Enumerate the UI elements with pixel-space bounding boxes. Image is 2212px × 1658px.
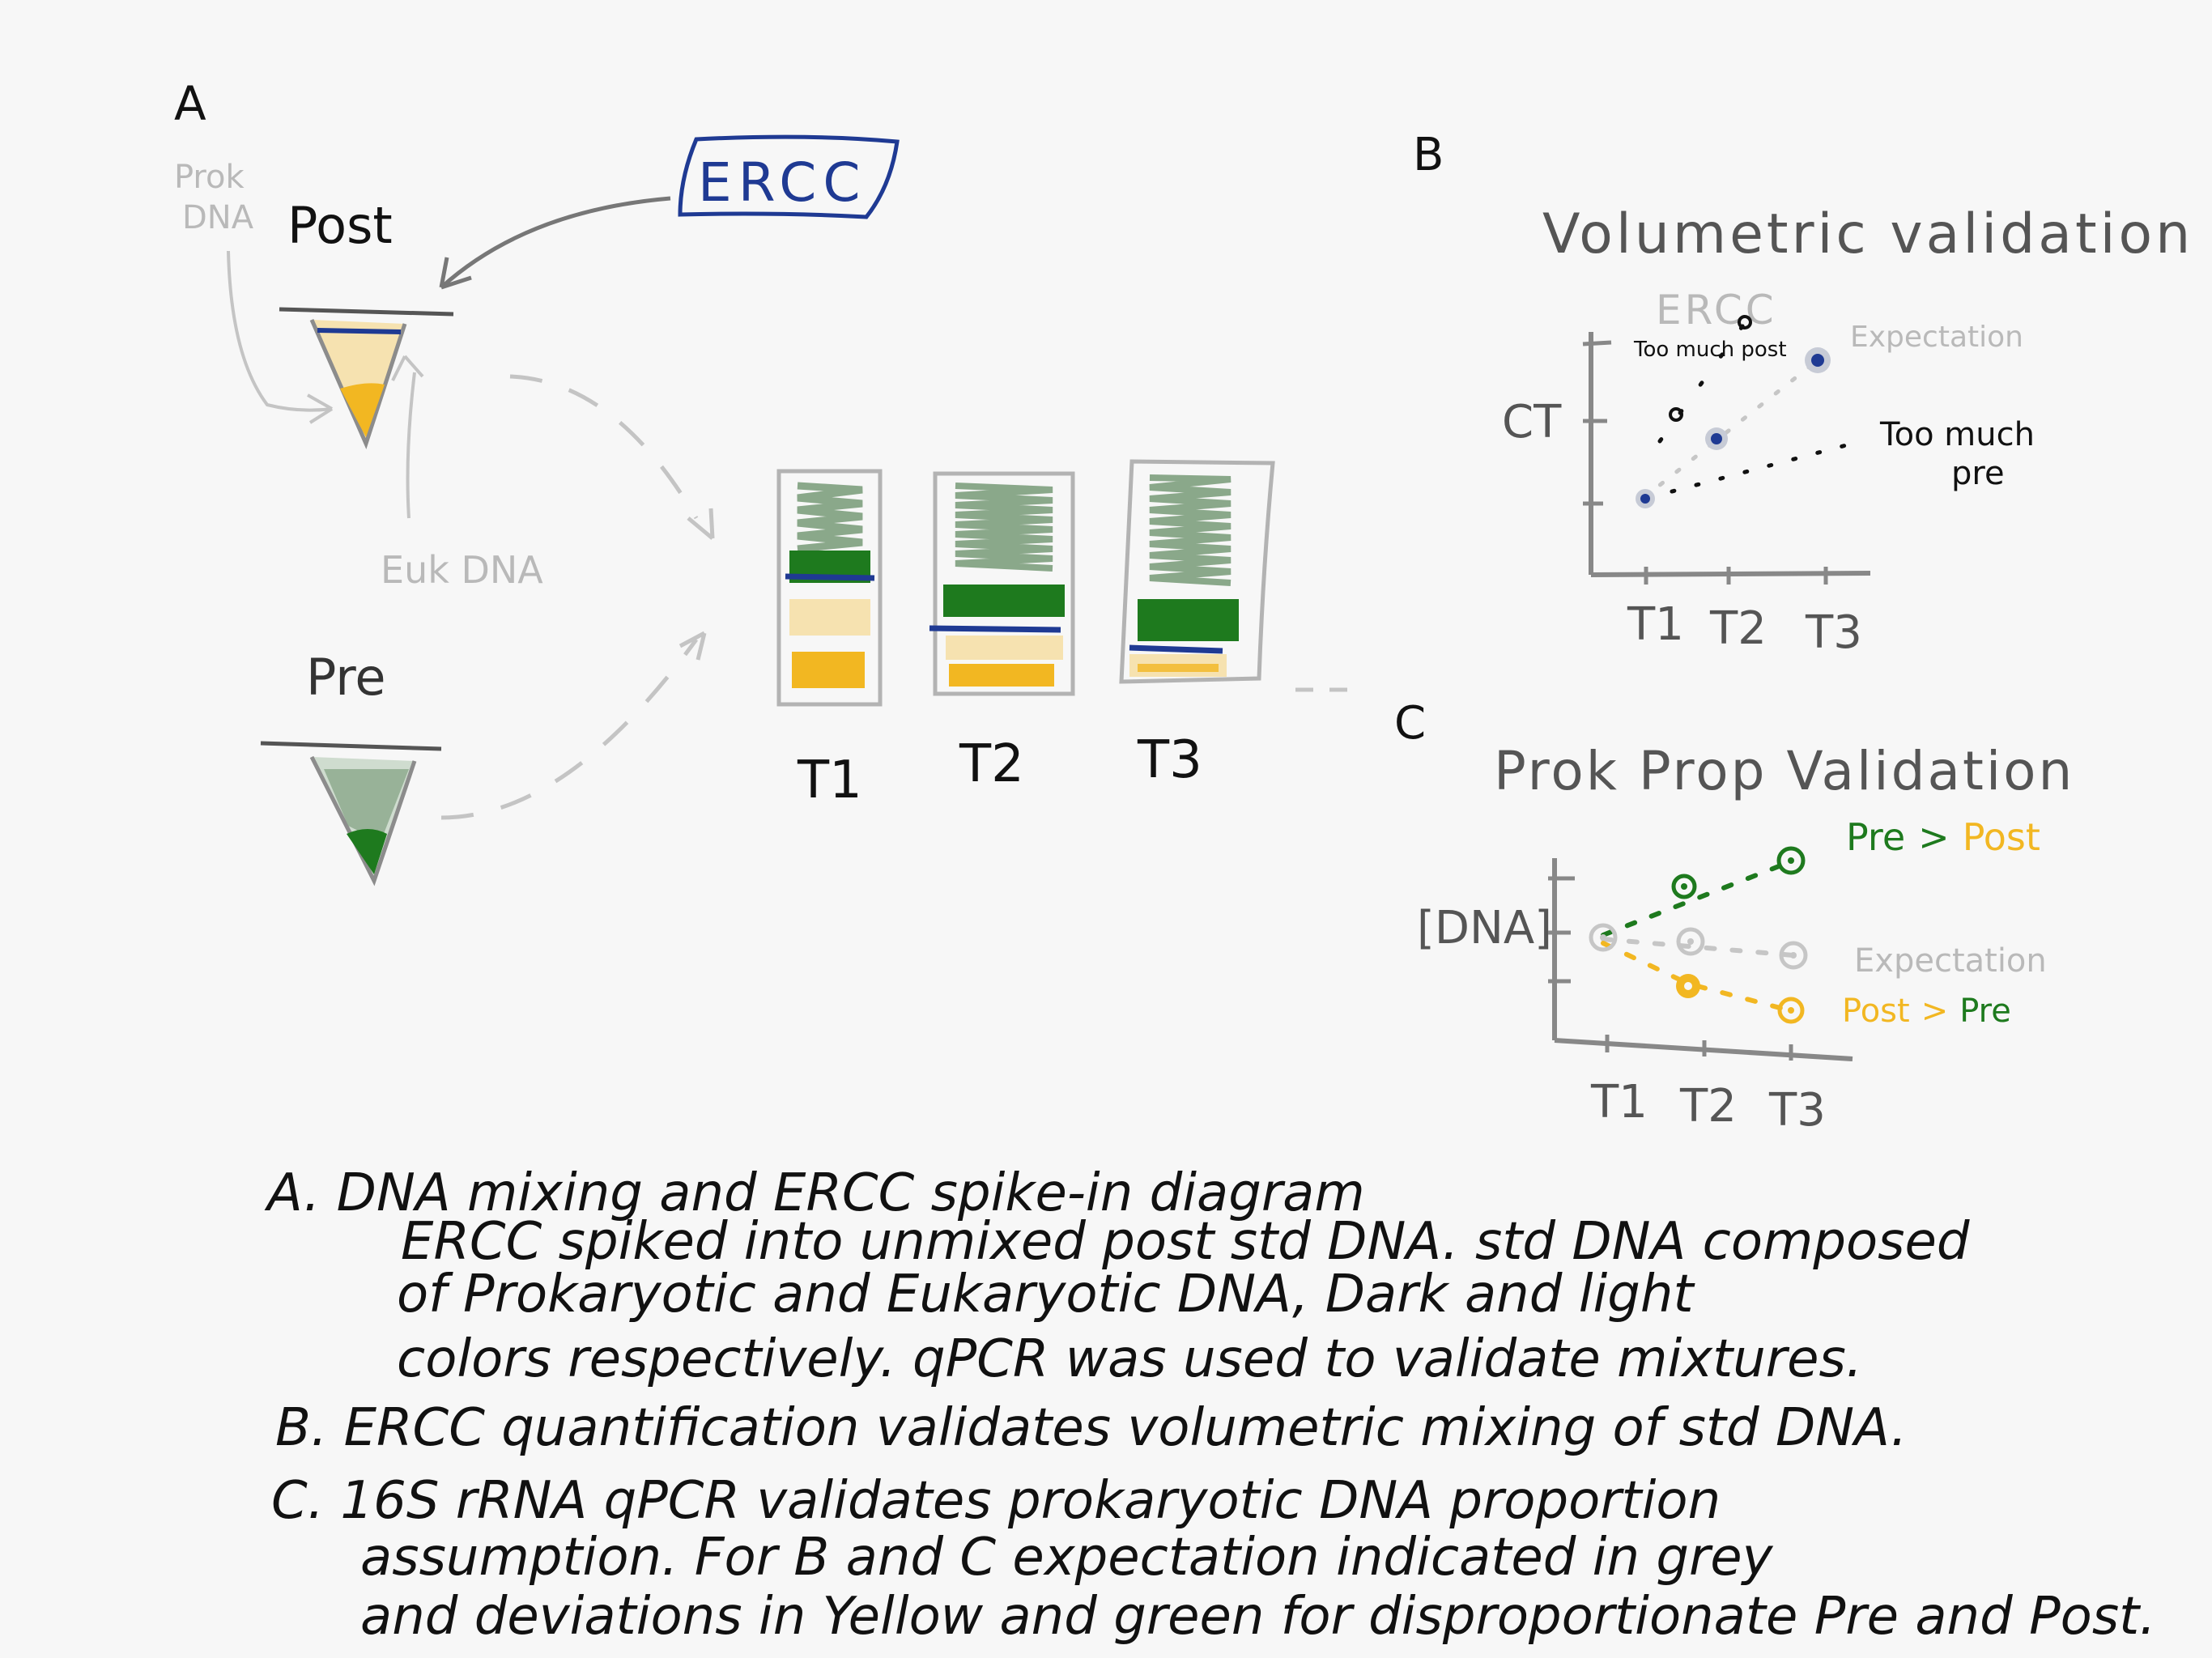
post-to-mix-arrowhead [687, 508, 715, 540]
caption-line-3: of Prokaryotic and Eukaryotic DNA, Dark … [397, 1265, 1695, 1324]
caption-line-2: ERCC spiked into unmixed post std DNA. s… [401, 1212, 1970, 1272]
panel-b-expectation-line [1641, 358, 1820, 500]
panel-c-xtick-t2: T2 [1679, 1080, 1737, 1133]
panel-b-xtick-t1: T1 [1627, 598, 1684, 651]
tube-t2-ercc-band [929, 625, 1061, 633]
panel-b-ylabel: CT [1502, 396, 1562, 449]
tube-label-t3: T3 [1137, 730, 1202, 790]
ercc-arrow [440, 196, 671, 289]
panel-a-letter: A [174, 76, 206, 131]
panel-b-too-much-pre-1: Too much [1879, 416, 2035, 453]
panel-b-point-t1 [1636, 489, 1655, 508]
panel-c-post-gt-pre-point-t2 [1676, 974, 1700, 998]
panel-b-expectation-label: Expectation [1850, 321, 2023, 354]
panel-b-axes [1582, 332, 1871, 585]
tube-t3-outline [1119, 459, 1275, 684]
panel-c-pre-gt-post-line [1601, 860, 1792, 937]
tube-t2-outline [933, 471, 1075, 696]
prok-dna-arrowhead [307, 393, 334, 424]
panel-b-ytick [1582, 340, 1612, 346]
prok-dna-label-2: DNA [182, 199, 254, 236]
panel-b-too-much-pre-2: pre [1951, 455, 2005, 492]
ercc-arrowhead [439, 257, 472, 290]
tube-t1-euk-pre [789, 599, 870, 636]
ercc-box [678, 134, 900, 219]
panel-c-letter: C [1394, 697, 1426, 750]
panel-b-too-much-post-line [1657, 315, 1751, 444]
panel-b-letter: B [1413, 129, 1444, 181]
tube-t1-euk-post [797, 482, 863, 553]
euk-dna-arrowhead [391, 355, 424, 381]
tube-t2-prok-pre [949, 664, 1054, 687]
tube-t2-prok-post [943, 585, 1065, 617]
pre-label: Pre [306, 648, 386, 707]
tube-t3-prok-pre [1138, 664, 1219, 672]
caption-line-1: A. DNA mixing and ERCC spike-in diagram [264, 1163, 1365, 1223]
panel-c-pre-gt-post-label: Pre > Post [1846, 815, 2040, 859]
pre-tube-euk-dna [324, 769, 409, 842]
panel-c-pre-gt-post-point-t3 [1776, 846, 1806, 875]
panel-b-ercc-label: ERCC [1656, 287, 1777, 334]
tube-t1-prok-pre [792, 652, 865, 688]
euk-dna-arrow [406, 372, 416, 519]
panel-c-post-gt-pre-point-t3 [1777, 997, 1805, 1024]
panel-c-xtick-t1: T1 [1590, 1076, 1648, 1129]
mixture-tube-t3 [1119, 459, 1275, 684]
panel-c-pre-gt-post-point-t2 [1671, 874, 1697, 899]
tube-t1-ercc-band [785, 573, 875, 581]
panel-b-too-much-post: Too much post [1633, 338, 1787, 362]
panel-b-point-t3 [1805, 347, 1831, 373]
panel-c-ylabel: [DNA] [1417, 902, 1552, 954]
prok-dna-label-1: Prok [174, 159, 245, 196]
panel-b-too-much-post-point [1669, 407, 1683, 422]
panel-b-too-much-pre-line [1645, 443, 1848, 500]
post-tube [309, 318, 407, 450]
pre-to-mix-arrow [440, 638, 699, 820]
panel-b-point-t2 [1705, 427, 1728, 450]
caption-line-8: and deviations in Yellow and green for d… [360, 1587, 2156, 1647]
prok-dna-arrow [227, 250, 333, 412]
panel-c-expectation-point-t3 [1779, 941, 1808, 970]
pre-tube-prok-dna [347, 829, 387, 874]
tube-t2-euk-pre [946, 636, 1063, 660]
tube-t3-ercc-band [1129, 644, 1223, 654]
caption-line-6: C. 16S rRNA qPCR validates prokaryotic D… [271, 1471, 1721, 1531]
caption-line-5: B. ERCC quantification validates volumet… [275, 1398, 1907, 1458]
panel-c-title: Prok Prop Validation [1494, 740, 2074, 802]
tube-label-t2: T2 [959, 734, 1024, 794]
panel-b-xtick-t2: T2 [1709, 602, 1767, 655]
panel-c-post-gt-pre-label: Post > Pre [1842, 993, 2011, 1030]
post-tube-rim [279, 307, 454, 317]
caption-line-7: assumption. For B and C expectation indi… [360, 1528, 1774, 1588]
tube-t3-euk-post [1149, 474, 1231, 586]
mixture-tube-t1 [776, 469, 883, 707]
panel-c-post-gt-pre-line [1601, 941, 1792, 1013]
panel-c-expectation-point-t1 [1589, 923, 1618, 952]
tube-t1-outline [776, 469, 883, 707]
caption-line-4: colors respectively. qPCR was used to va… [397, 1329, 1862, 1389]
post-label: Post [287, 196, 393, 255]
euk-dna-label: Euk DNA [381, 548, 543, 592]
panel-b-xtick-t3: T3 [1805, 606, 1862, 659]
ercc-box-label: ERCC [698, 151, 866, 214]
panel-b-title: Volumetric validation [1542, 202, 2193, 266]
panel-c-expectation-point-t2 [1676, 927, 1705, 956]
panel-c-expectation-label: Expectation [1854, 942, 2047, 980]
tube-label-t1: T1 [797, 750, 862, 810]
post-to-mix-arrow [509, 374, 699, 520]
mixture-tube-t2 [929, 471, 1075, 696]
panel-c-expectation-line [1601, 937, 1796, 958]
panel-c-axes [1548, 858, 1853, 1061]
pre-tube-rim [260, 741, 442, 751]
post-tube-ercc-band [317, 328, 402, 334]
tube-t3-prok-post [1138, 599, 1239, 641]
panel-c-xtick-t3: T3 [1768, 1084, 1826, 1137]
post-tube-prok-dna [340, 383, 385, 437]
tube-t2-euk-post [955, 483, 1053, 572]
panel-b-too-much-post-point [1738, 315, 1752, 329]
pre-to-mix-arrowhead [678, 631, 707, 661]
